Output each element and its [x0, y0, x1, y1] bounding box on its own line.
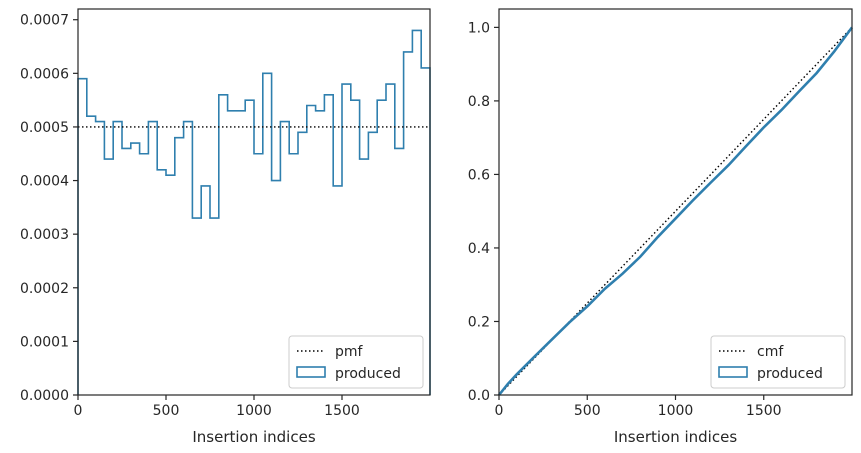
y-tick-label: 0.0000 [20, 388, 69, 404]
produced-cumulative-line [497, 26, 854, 396]
legend-produced-swatch [296, 366, 326, 378]
y-tick-label: 0.0006 [20, 66, 69, 82]
y-tick-label: 1.0 [468, 20, 490, 36]
legend-produced-label: produced [335, 366, 401, 382]
x-tick-label: 1000 [658, 403, 694, 419]
legend-box [288, 335, 424, 389]
produced-histogram-outline [77, 29, 431, 395]
pmf-histogram-panel: 0 500 1000 1500 0.0000 0.0001 0.0002 0.0003 0.00… [20, 8, 431, 446]
x-tick-label: 1000 [236, 403, 272, 419]
y-tick-label: 0.0 [468, 388, 490, 404]
y-tick-label: 0.6 [468, 167, 490, 183]
x-tick-label: 0 [495, 403, 504, 419]
x-tick-label: 1500 [324, 403, 360, 419]
y-tick-label: 0.4 [468, 241, 490, 257]
y-tick-label: 0.2 [468, 314, 490, 330]
x-tick-label: 0 [74, 403, 83, 419]
cmf-line-panel: 0 500 1000 1500 0.0 0.2 0.4 0.6 0.8 1.0 Insertion … [468, 8, 854, 446]
legend-reference-label: cmf [757, 344, 784, 360]
y-tick-label: 0.0001 [20, 334, 69, 350]
y-tick-label: 0.0004 [20, 174, 69, 190]
x-tick-label: 1500 [746, 403, 782, 419]
y-tick-label: 0.0002 [20, 281, 69, 297]
y-tick-label: 0.0003 [20, 227, 69, 243]
legend-produced-label: produced [757, 366, 823, 382]
y-tick-label: 0.0005 [20, 120, 69, 136]
x-tick-label: 500 [153, 403, 180, 419]
legend-produced-swatch [718, 366, 748, 378]
x-axis-label: Insertion indices [192, 428, 315, 446]
legend-box [710, 335, 846, 389]
y-tick-label: 0.8 [468, 94, 490, 110]
x-axis-label: Insertion indices [614, 428, 737, 446]
legend-reference-label: pmf [335, 344, 364, 360]
y-tick-label: 0.0007 [20, 13, 69, 29]
x-tick-label: 500 [574, 403, 601, 419]
